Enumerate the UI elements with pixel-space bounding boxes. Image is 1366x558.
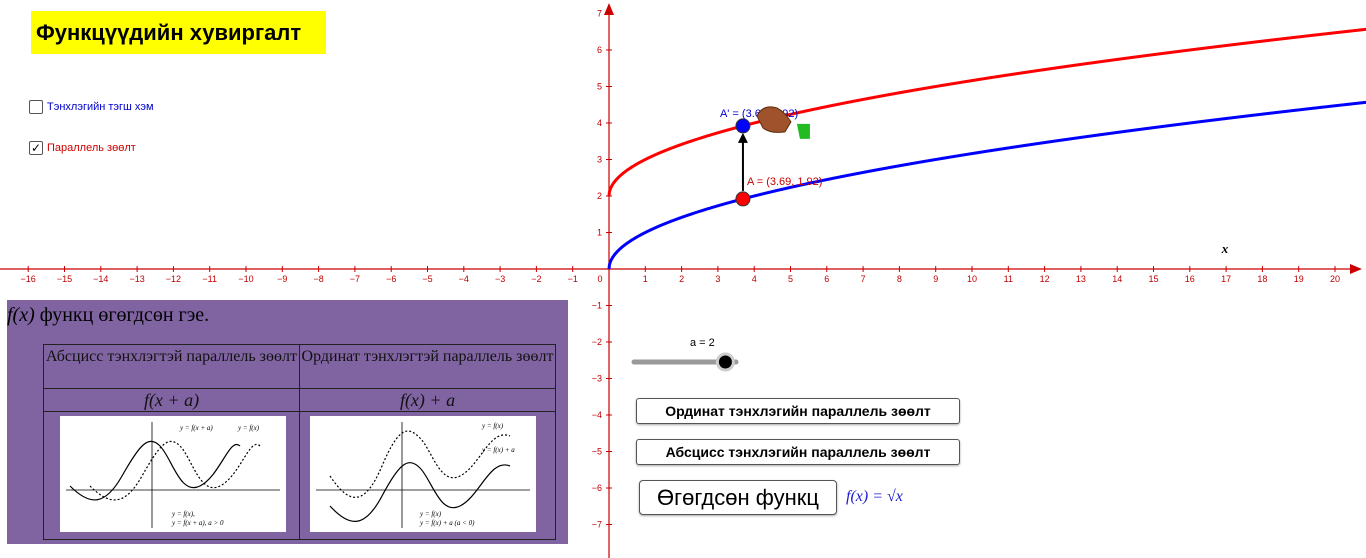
ordinate-column: Ординат тэнхлэгтэй параллель зөөлт f(x) … [299, 345, 555, 539]
given-function-button[interactable]: Өгөгдсөн функц [639, 480, 837, 515]
diagram-caption: y = f(x) [419, 510, 442, 518]
y-tick-label: 4 [597, 118, 602, 128]
x-tick-label: 8 [897, 274, 902, 284]
point-a[interactable] [735, 191, 751, 207]
x-tick-label: 18 [1257, 274, 1267, 284]
y-tick-label: −2 [592, 337, 602, 347]
x-tick-label: −10 [238, 274, 253, 284]
x-tick-label: 12 [1040, 274, 1050, 284]
abscissa-column: Абсцисс тэнхлэгтэй параллель зөөлт f(x +… [44, 345, 299, 539]
x-tick-label: 15 [1148, 274, 1158, 284]
x-tick-label: −6 [386, 274, 396, 284]
y-tick-label: −5 [592, 447, 602, 457]
reference-caption: f(x) функц өгөгдсөн гэе. [7, 304, 209, 327]
diagram-legend: y = f(x + a) [179, 424, 213, 432]
point-a-label: A = (3.69, 1.92) [747, 176, 823, 188]
given-formula-label: f(x) = √x [846, 488, 903, 505]
y-tick-label: −7 [592, 520, 602, 530]
x-tick-label: 1 [643, 274, 648, 284]
x-tick-label: −5 [422, 274, 432, 284]
y-tick-label: 6 [597, 45, 602, 55]
x-tick-label: 3 [715, 274, 720, 284]
x-tick-label: −11 [202, 274, 217, 284]
y-tick-label: −1 [592, 301, 602, 311]
slider-knob[interactable] [715, 352, 735, 372]
x-tick-label: 5 [788, 274, 793, 284]
caption-text: функц өгөгдсөн гэе. [34, 304, 210, 326]
shift-vector-arrowhead-icon [737, 132, 748, 143]
y-tick-label: 1 [597, 228, 602, 238]
slider-label: a = 2 [690, 337, 715, 349]
x-tick-label: 6 [824, 274, 829, 284]
x-tick-label: 19 [1294, 274, 1304, 284]
x-tick-label: 16 [1185, 274, 1195, 284]
x-tick-label: 11 [1004, 274, 1013, 284]
caption-function: f(x) [7, 304, 35, 326]
abscissa-column-formula: f(x + a) [44, 389, 299, 412]
x-tick-label: −13 [129, 274, 144, 284]
drag-hand-cuff-icon [796, 123, 810, 139]
x-tick-label: 0 [597, 274, 602, 284]
symmetry-checkbox[interactable]: Тэнхлэгийн тэгш хэм [29, 100, 154, 114]
diagram-caption: y = f(x + a), a > 0 [171, 519, 224, 527]
horizontal-shift-diagram: y = f(x + a) y = f(x) y = f(x), y = f(x … [60, 416, 286, 532]
x-tick-label: 20 [1330, 274, 1340, 284]
diagram-legend: y = f(x) [481, 422, 504, 430]
ordinate-shift-button[interactable]: Ординат тэнхлэгийн параллель зөөлт [636, 398, 960, 424]
y-tick-label: −3 [592, 374, 602, 384]
diagram-caption: y = f(x) + a (a < 0) [419, 519, 475, 527]
x-tick-label: 13 [1076, 274, 1086, 284]
y-tick-label: −4 [592, 410, 602, 420]
x-tick-label: 9 [933, 274, 938, 284]
x-axis-arrow-icon [1350, 264, 1362, 274]
checkbox-checked-icon[interactable]: ✓ [29, 141, 43, 155]
x-tick-label: −14 [93, 274, 108, 284]
y-axis-arrow-icon [604, 3, 614, 15]
diagram-legend: y = f(x) + a [481, 446, 515, 454]
diagram-legend: y = f(x) [237, 424, 260, 432]
y-tick-label: 2 [597, 191, 602, 201]
y-tick-label: 3 [597, 155, 602, 165]
x-tick-label: 17 [1221, 274, 1231, 284]
x-tick-label: −16 [21, 274, 36, 284]
ordinate-column-header: Ординат тэнхлэгтэй параллель зөөлт [300, 345, 555, 389]
x-tick-label: −9 [277, 274, 287, 284]
y-tick-label: 5 [597, 82, 602, 92]
reference-table: Абсцисс тэнхлэгтэй параллель зөөлт f(x +… [43, 344, 556, 540]
y-tick-label: −6 [592, 483, 602, 493]
vertical-shift-diagram: y = f(x) y = f(x) + a y = f(x) y = f(x) … [310, 416, 536, 532]
diagram-caption: y = f(x), [171, 510, 195, 518]
page-title: Функцүүдийн хувиргалт [31, 11, 326, 54]
parallel-shift-checkbox-label: Параллель зөөлт [47, 142, 136, 154]
x-tick-label: −15 [57, 274, 72, 284]
x-tick-label: −7 [350, 274, 360, 284]
parallel-shift-checkbox[interactable]: ✓ Параллель зөөлт [29, 141, 136, 155]
x-tick-label: −2 [531, 274, 541, 284]
drag-hand-icon [756, 106, 792, 133]
x-tick-label: −1 [568, 274, 578, 284]
base-function-curve [607, 100, 1366, 270]
ordinate-column-formula: f(x) + a [300, 389, 555, 412]
x-tick-label: −4 [459, 274, 469, 284]
x-tick-label: −12 [166, 274, 181, 284]
x-tick-label: 14 [1112, 274, 1122, 284]
x-tick-label: 2 [679, 274, 684, 284]
x-tick-label: −3 [495, 274, 505, 284]
checkbox-unchecked-icon[interactable] [29, 100, 43, 114]
point-a-prime[interactable] [735, 118, 751, 134]
y-tick-label: 7 [597, 9, 602, 19]
x-tick-label: 4 [752, 274, 757, 284]
abscissa-column-header: Абсцисс тэнхлэгтэй параллель зөөлт [44, 345, 299, 389]
abscissa-shift-button[interactable]: Абсцисс тэнхлэгийн параллель зөөлт [636, 439, 960, 465]
x-axis-label: x [1221, 241, 1229, 256]
x-tick-label: −8 [313, 274, 323, 284]
x-tick-label: 10 [967, 274, 977, 284]
symmetry-checkbox-label: Тэнхлэгийн тэгш хэм [47, 101, 154, 113]
x-tick-label: 7 [861, 274, 866, 284]
reference-panel: f(x) функц өгөгдсөн гэе. Абсцисс тэнхлэг… [7, 300, 568, 544]
